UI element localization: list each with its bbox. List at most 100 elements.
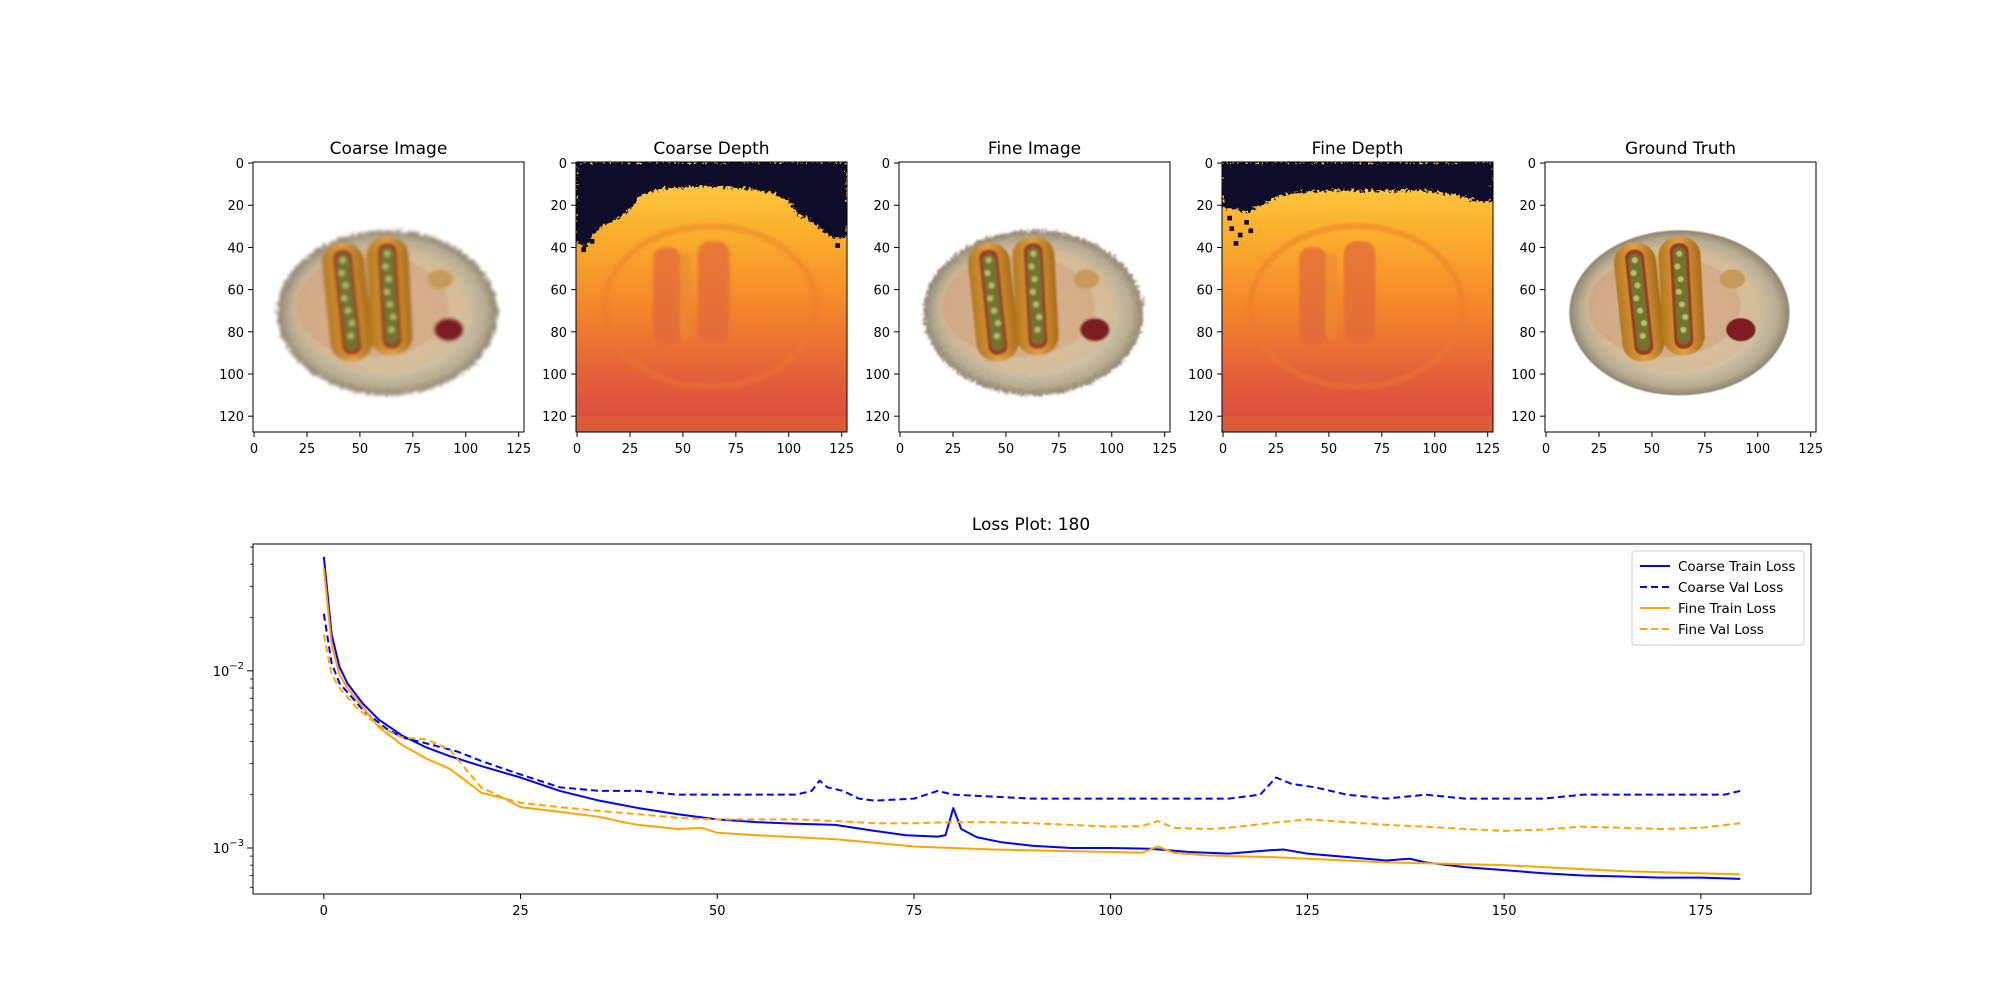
x-tick-label: 0 — [1219, 442, 1227, 457]
x-tick-label: 25 — [945, 442, 962, 457]
x-tick-label: 0 — [250, 442, 258, 457]
y-tick-label: 120 — [1188, 410, 1213, 425]
x-tick-label: 125 — [506, 442, 531, 457]
x-tick-label: 125 — [1152, 442, 1177, 457]
panel-frame — [898, 161, 1171, 433]
y-tick-label: 10−3 — [213, 838, 244, 857]
chart-title: Loss Plot: 180 — [972, 515, 1090, 535]
y-tick-label: 60 — [227, 284, 244, 299]
x-tick-label: 0 — [320, 904, 328, 919]
y-tick-label: 20 — [1519, 199, 1536, 214]
x-tick-label: 125 — [1475, 442, 1500, 457]
panel-image — [1222, 162, 1493, 432]
y-tick-label: 10−2 — [213, 661, 244, 680]
x-tick-label: 100 — [1745, 442, 1770, 457]
chart-axes: 0 25 50 75 100 125 150 175 10−2 10−3 — [213, 543, 1812, 919]
chart-series-group — [322, 556, 1741, 880]
x-tick-label: 75 — [728, 442, 745, 457]
panel-fine-image: Fine Image 0 25 50 75 100 125 0 20 40 60 80 100 120 — [865, 139, 1177, 457]
y-tick-label: 80 — [1519, 326, 1536, 341]
y-tick-label: 120 — [542, 410, 567, 425]
x-tick-label: 50 — [709, 904, 726, 919]
x-tick-label: 25 — [299, 442, 316, 457]
y-tick-label: 0 — [1205, 157, 1213, 172]
y-tick-label: 80 — [550, 326, 567, 341]
y-tick-label: 100 — [1188, 368, 1213, 383]
panel-title: Fine Depth — [1312, 139, 1404, 159]
panel-frame — [1544, 161, 1817, 433]
y-tick-label: 100 — [1511, 368, 1536, 383]
panel-image — [899, 162, 1170, 432]
panel-title: Coarse Depth — [653, 139, 769, 159]
x-tick-label: 50 — [1321, 442, 1338, 457]
panel-image — [1545, 162, 1816, 432]
series-fine-val-loss — [322, 634, 1741, 832]
y-tick-label: 100 — [542, 368, 567, 383]
panel-title: Fine Image — [988, 139, 1081, 159]
x-tick-label: 50 — [1644, 442, 1661, 457]
x-tick-label: 0 — [896, 442, 904, 457]
legend-label: Coarse Train Loss — [1678, 559, 1795, 575]
x-tick-label: 100 — [1098, 904, 1123, 919]
y-tick-label: 0 — [236, 157, 244, 172]
y-tick-label: 20 — [873, 199, 890, 214]
x-tick-label: 75 — [1374, 442, 1391, 457]
y-tick-label: 100 — [219, 368, 244, 383]
x-tick-label: 75 — [1051, 442, 1068, 457]
x-tick-label: 25 — [622, 442, 639, 457]
x-tick-label: 25 — [1591, 442, 1608, 457]
panel-fine-depth: Fine Depth 0 25 50 75 100 125 0 20 40 60 80 100 120 — [1188, 139, 1500, 457]
x-tick-label: 125 — [1798, 442, 1823, 457]
panel-coarse-depth: Coarse Depth 0 25 50 75 100 125 0 20 40 60 80 100 120 — [542, 139, 854, 457]
y-tick-label: 120 — [1511, 410, 1536, 425]
y-tick-label: 120 — [865, 410, 890, 425]
x-tick-label: 125 — [1295, 904, 1320, 919]
y-tick-label: 0 — [559, 157, 567, 172]
y-tick-label: 0 — [1528, 157, 1536, 172]
y-tick-label: 60 — [1196, 284, 1213, 299]
x-tick-label: 100 — [1099, 442, 1124, 457]
legend-label: Fine Train Loss — [1678, 601, 1776, 617]
chart-legend: Coarse Train Loss Coarse Val Loss Fine Tra… — [1631, 550, 1805, 646]
x-tick-label: 75 — [906, 904, 923, 919]
y-tick-label: 100 — [865, 368, 890, 383]
y-tick-label: 60 — [873, 284, 890, 299]
x-tick-label: 0 — [573, 442, 581, 457]
y-tick-label: 20 — [1196, 199, 1213, 214]
y-tick-label: 120 — [219, 410, 244, 425]
x-tick-label: 25 — [512, 904, 529, 919]
y-tick-label: 40 — [1196, 241, 1213, 256]
y-tick-label: 60 — [550, 284, 567, 299]
x-tick-label: 50 — [675, 442, 692, 457]
series-fine-train-loss — [322, 568, 1741, 876]
panel-title: Ground Truth — [1625, 139, 1736, 159]
legend-label: Coarse Val Loss — [1678, 580, 1783, 596]
y-tick-label: 20 — [227, 199, 244, 214]
y-tick-label: 20 — [550, 199, 567, 214]
y-tick-label: 80 — [873, 326, 890, 341]
panel-image — [576, 162, 847, 432]
x-tick-label: 0 — [1542, 442, 1550, 457]
panel-coarse-image: Coarse Image 0 25 50 75 100 125 0 20 40 60 80 100 120 — [219, 139, 531, 457]
y-tick-label: 0 — [882, 157, 890, 172]
chart-frame — [252, 543, 1812, 895]
x-tick-label: 25 — [1268, 442, 1285, 457]
y-tick-label: 40 — [227, 241, 244, 256]
x-tick-label: 50 — [352, 442, 369, 457]
x-tick-label: 150 — [1492, 904, 1517, 919]
y-tick-label: 40 — [1519, 241, 1536, 256]
image-panels: Coarse Image 0 25 50 75 100 125 0 20 40 60 80 100 120… — [219, 139, 1823, 457]
y-tick-label: 40 — [550, 241, 567, 256]
legend-box — [1631, 550, 1805, 646]
x-tick-label: 75 — [1697, 442, 1714, 457]
loss-chart: Loss Plot: 180 0 25 50 75 100 125 150 175 10−2 10… — [213, 515, 1812, 919]
y-tick-label: 40 — [873, 241, 890, 256]
x-tick-label: 100 — [776, 442, 801, 457]
x-tick-label: 175 — [1688, 904, 1713, 919]
panel-image — [253, 162, 524, 432]
panel-frame — [575, 161, 848, 433]
panel-frame — [1221, 161, 1494, 433]
y-tick-label: 80 — [1196, 326, 1213, 341]
series-coarse-val-loss — [322, 613, 1741, 802]
